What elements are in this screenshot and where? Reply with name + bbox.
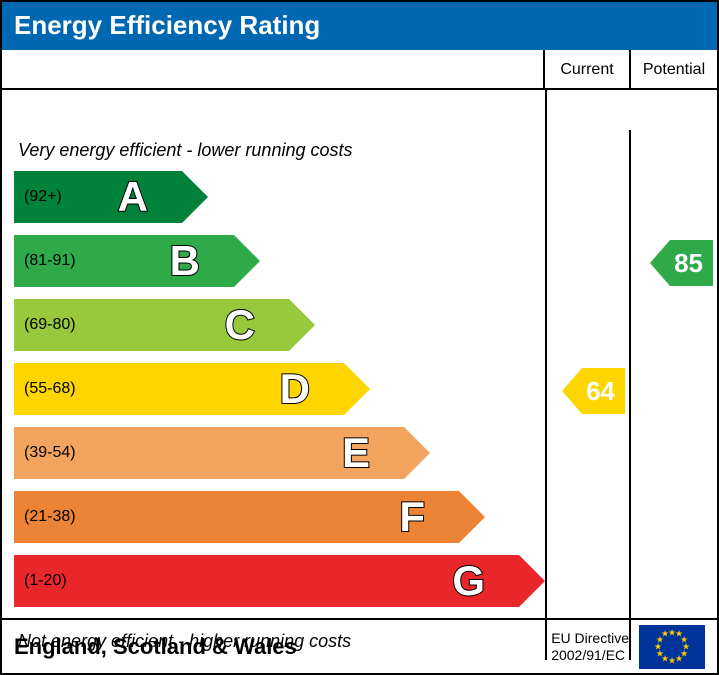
current-pointer-value: 64 (582, 368, 625, 414)
current-column: 64 (545, 130, 631, 660)
bands-area: Very energy efficient - lower running co… (2, 90, 547, 660)
band-bars: (92+)A (81-91)B (69-80)C (55-68)D (39-54)E (2… (14, 165, 533, 613)
potential-pointer-arrow (650, 240, 670, 286)
band-bar-e: (39-54)E (14, 427, 404, 479)
band-bar-c: (69-80)C (14, 299, 289, 351)
potential-column: 85 (631, 130, 717, 660)
footer: England, Scotland & Wales EU Directive 2… (2, 618, 717, 673)
potential-pointer-value: 85 (670, 240, 713, 286)
band-bar-b: (81-91)B (14, 235, 234, 287)
band-bar-a: (92+)A (14, 171, 182, 223)
footer-right: EU Directive 2002/91/EC ★★★★★★★★★★★★ (551, 625, 705, 669)
current-pointer-arrow (562, 368, 582, 414)
band-row-g: (1-20)G (14, 549, 533, 613)
band-row-f: (21-38)F (14, 485, 533, 549)
column-header-current: Current (545, 50, 631, 88)
band-range: (92+) (14, 188, 182, 206)
band-arrowhead (289, 299, 315, 351)
band-row-e: (39-54)E (14, 421, 533, 485)
eu-star: ★ (675, 653, 683, 664)
band-range: (21-38) (14, 508, 459, 526)
band-arrowhead (459, 491, 485, 543)
band-row-b: (81-91)B (14, 229, 533, 293)
band-bar-f: (21-38)F (14, 491, 459, 543)
band-arrowhead (234, 235, 260, 287)
eu-flag-icon: ★★★★★★★★★★★★ (639, 625, 705, 669)
region-text: England, Scotland & Wales (14, 634, 297, 660)
band-row-d: (55-68)D (14, 357, 533, 421)
band-bar-g: (1-20)G (14, 555, 519, 607)
potential-pointer: 85 (650, 240, 713, 286)
band-letter: C (225, 301, 255, 349)
directive-line1: EU Directive (551, 630, 629, 646)
band-row-c: (69-80)C (14, 293, 533, 357)
band-arrowhead (344, 363, 370, 415)
band-letter: G (452, 557, 485, 605)
band-letter: E (342, 429, 370, 477)
eu-star: ★ (661, 629, 669, 640)
chart-title: Energy Efficiency Rating (2, 2, 717, 50)
band-range: (1-20) (14, 572, 519, 590)
band-letter: A (118, 173, 148, 221)
band-letter: B (170, 237, 200, 285)
current-pointer: 64 (562, 368, 625, 414)
header-row: Current Potential (2, 50, 717, 90)
column-header-potential: Potential (631, 50, 717, 88)
eu-star: ★ (668, 655, 676, 666)
band-arrowhead (404, 427, 430, 479)
top-caption: Very energy efficient - lower running co… (18, 140, 533, 161)
chart-body: Very energy efficient - lower running co… (2, 90, 717, 660)
eu-directive-text: EU Directive 2002/91/EC (551, 630, 629, 662)
header-spacer (2, 50, 545, 88)
epc-chart: Energy Efficiency Rating Current Potenti… (0, 0, 719, 675)
band-letter: D (280, 365, 310, 413)
directive-line2: 2002/91/EC (551, 647, 629, 663)
band-arrowhead (519, 555, 545, 607)
band-arrowhead (182, 171, 208, 223)
value-columns: 64 85 (545, 130, 717, 660)
band-row-a: (92+)A (14, 165, 533, 229)
band-bar-d: (55-68)D (14, 363, 344, 415)
band-range: (81-91) (14, 252, 234, 270)
band-letter: F (399, 493, 425, 541)
